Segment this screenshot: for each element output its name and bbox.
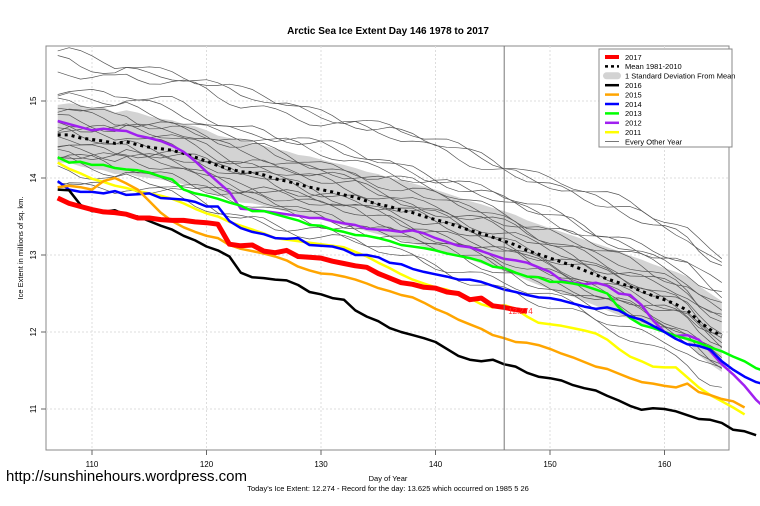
x-tick-label: 140 xyxy=(429,460,443,469)
legend-label: 1 Standard Deviation From Mean xyxy=(625,72,735,81)
legend-label: 2011 xyxy=(625,128,641,137)
every-other-year-line xyxy=(57,148,723,344)
every-other-year-line xyxy=(57,144,722,335)
every-other-year-line xyxy=(57,182,722,368)
every-other-year-line xyxy=(57,136,722,339)
legend-item: Mean 1981-2010 xyxy=(605,62,682,71)
every-other-year-line xyxy=(57,126,722,318)
mean-1981-2010-line xyxy=(57,133,723,338)
every-other-year-line xyxy=(57,107,722,323)
series-line-2017 xyxy=(56,195,528,314)
legend-item: 2013 xyxy=(605,109,642,118)
legend-label: 2015 xyxy=(625,90,642,99)
series-lines xyxy=(56,119,760,437)
legend-label: 2014 xyxy=(625,100,642,109)
legend-label: 2017 xyxy=(625,53,642,62)
x-tick-label: 110 xyxy=(86,460,99,469)
x-axis-ticks: 110 120 130 140 150 160 xyxy=(86,450,672,469)
y-axis-label: Ice Extent in millions of sq. km. xyxy=(16,197,25,300)
x-tick-label: 150 xyxy=(543,460,557,469)
every-other-year-line xyxy=(57,108,722,303)
every-other-year-line xyxy=(57,92,722,283)
legend-item: Every Other Year xyxy=(605,137,683,146)
current-value-label: 12.274 xyxy=(508,307,533,316)
y-tick-label: 14 xyxy=(29,173,38,182)
std-dev-band xyxy=(57,103,722,373)
watermark-url: http://sunshinehours.wordpress.com xyxy=(6,468,247,485)
every-other-year-line xyxy=(57,114,723,311)
legend-swatch xyxy=(603,72,621,80)
legend-item: 2016 xyxy=(605,81,642,90)
legend-item: 2012 xyxy=(605,119,642,128)
x-axis-label: Day of Year xyxy=(369,474,408,483)
legend-label: 2016 xyxy=(625,81,642,90)
every-other-year-line xyxy=(57,71,722,266)
legend-item: 2017 xyxy=(605,53,642,62)
every-other-year-line xyxy=(57,47,722,263)
legend-item: 2011 xyxy=(605,128,641,137)
every-other-year-line xyxy=(57,127,723,348)
every-other-year-line xyxy=(57,165,722,369)
x-tick-label: 120 xyxy=(200,460,214,469)
mean-line xyxy=(57,133,723,338)
legend-label: Every Other Year xyxy=(625,137,683,146)
y-axis-ticks: 11 12 13 14 15 xyxy=(29,96,46,413)
every-other-year-line xyxy=(57,181,722,388)
legend-item: 2014 xyxy=(605,100,642,109)
every-other-year-line xyxy=(57,55,723,259)
every-other-year-line xyxy=(57,124,722,315)
y-tick-label: 15 xyxy=(29,96,38,105)
chart-title: Arctic Sea Ice Extent Day 146 1978 to 20… xyxy=(287,26,489,37)
chart-subtitle: Today's Ice Extent: 12.274 - Record for … xyxy=(247,484,529,493)
legend-label: 2013 xyxy=(625,109,642,118)
series-line-2013 xyxy=(57,156,760,371)
x-tick-label: 160 xyxy=(658,460,672,469)
y-tick-label: 13 xyxy=(29,250,38,259)
std-dev-band-area xyxy=(57,103,722,373)
legend-label: Mean 1981-2010 xyxy=(625,62,682,71)
every-other-year-lines xyxy=(57,47,723,388)
legend-item: 2015 xyxy=(605,90,642,99)
legend-box xyxy=(598,48,733,148)
y-tick-label: 12 xyxy=(29,327,38,336)
series-line-2016 xyxy=(57,188,757,437)
x-tick-label: 130 xyxy=(314,460,328,469)
every-other-year-line xyxy=(57,89,722,292)
y-tick-label: 11 xyxy=(29,404,38,413)
every-other-year-line xyxy=(57,152,722,347)
legend-label: 2012 xyxy=(625,119,642,128)
series-line-2014 xyxy=(56,180,760,385)
legend-item: 1 Standard Deviation From Mean xyxy=(603,72,735,81)
